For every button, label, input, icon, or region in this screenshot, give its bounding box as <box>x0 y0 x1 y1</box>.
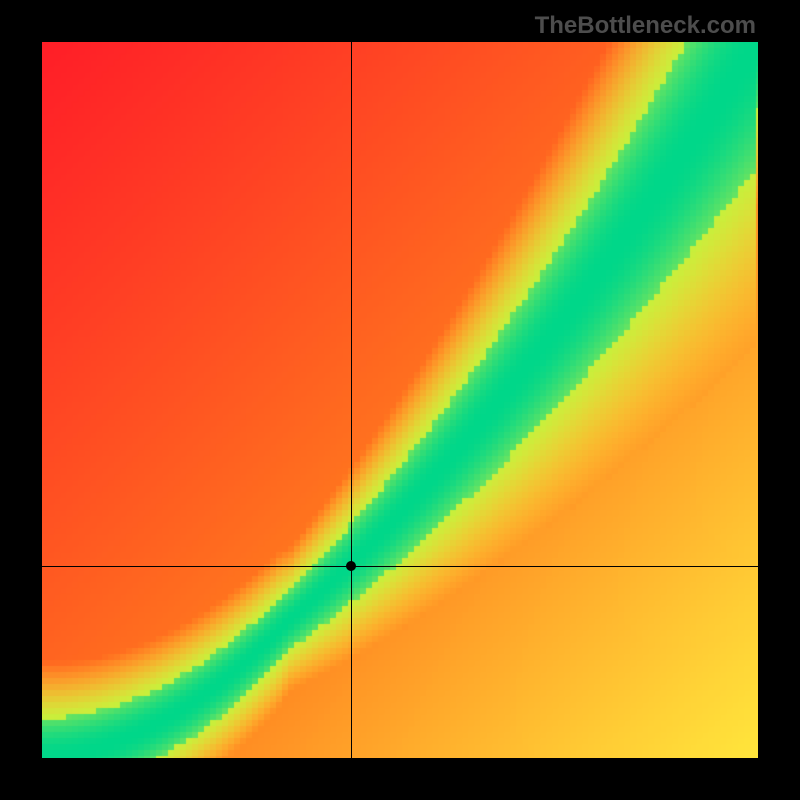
watermark-text: TheBottleneck.com <box>535 12 756 40</box>
plot-area <box>42 42 758 758</box>
chart-frame: TheBottleneck.com <box>0 0 800 800</box>
crosshair-horizontal <box>42 566 758 567</box>
heatmap-canvas <box>42 42 758 758</box>
crosshair-vertical <box>351 42 352 758</box>
